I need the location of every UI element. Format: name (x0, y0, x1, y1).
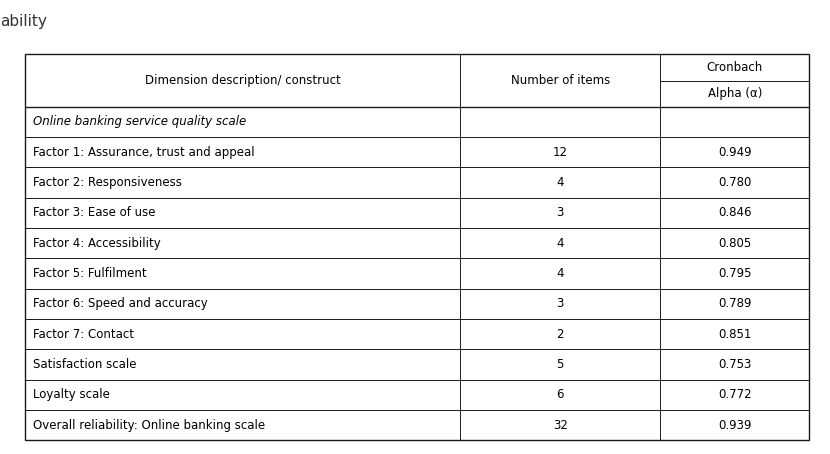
Text: Alpha (α): Alpha (α) (707, 87, 762, 100)
Text: 3: 3 (557, 206, 564, 219)
Text: Factor 2: Responsiveness: Factor 2: Responsiveness (33, 176, 182, 189)
Text: ability: ability (0, 14, 46, 29)
Text: 0.851: 0.851 (718, 328, 751, 340)
Text: 0.949: 0.949 (718, 146, 751, 158)
Text: Overall reliability: Online banking scale: Overall reliability: Online banking scal… (33, 419, 266, 432)
Text: 12: 12 (553, 146, 568, 158)
Text: 0.753: 0.753 (718, 358, 751, 371)
Text: Factor 5: Fulfilment: Factor 5: Fulfilment (33, 267, 147, 280)
Text: 5: 5 (557, 358, 564, 371)
Text: 0.795: 0.795 (718, 267, 751, 280)
Text: Factor 4: Accessibility: Factor 4: Accessibility (33, 237, 161, 250)
Text: Factor 3: Ease of use: Factor 3: Ease of use (33, 206, 156, 219)
Text: Number of items: Number of items (510, 74, 610, 87)
Text: Loyalty scale: Loyalty scale (33, 388, 110, 401)
Text: 0.805: 0.805 (718, 237, 751, 250)
Text: Factor 1: Assurance, trust and appeal: Factor 1: Assurance, trust and appeal (33, 146, 255, 158)
Text: 6: 6 (556, 388, 564, 401)
Text: 2: 2 (556, 328, 564, 340)
Text: 3: 3 (557, 297, 564, 311)
Text: Cronbach: Cronbach (706, 61, 763, 74)
Text: 0.939: 0.939 (718, 419, 751, 432)
Text: Satisfaction scale: Satisfaction scale (33, 358, 137, 371)
Text: 32: 32 (553, 419, 568, 432)
Text: Online banking service quality scale: Online banking service quality scale (33, 115, 247, 128)
Text: 0.780: 0.780 (718, 176, 751, 189)
Text: Factor 7: Contact: Factor 7: Contact (33, 328, 134, 340)
Text: Factor 6: Speed and accuracy: Factor 6: Speed and accuracy (33, 297, 208, 311)
Text: 0.846: 0.846 (718, 206, 751, 219)
Text: Dimension description/ construct: Dimension description/ construct (144, 74, 340, 87)
Text: 4: 4 (556, 267, 564, 280)
Text: 4: 4 (556, 237, 564, 250)
Text: 0.772: 0.772 (718, 388, 751, 401)
Text: 0.789: 0.789 (718, 297, 751, 311)
Text: 4: 4 (556, 176, 564, 189)
